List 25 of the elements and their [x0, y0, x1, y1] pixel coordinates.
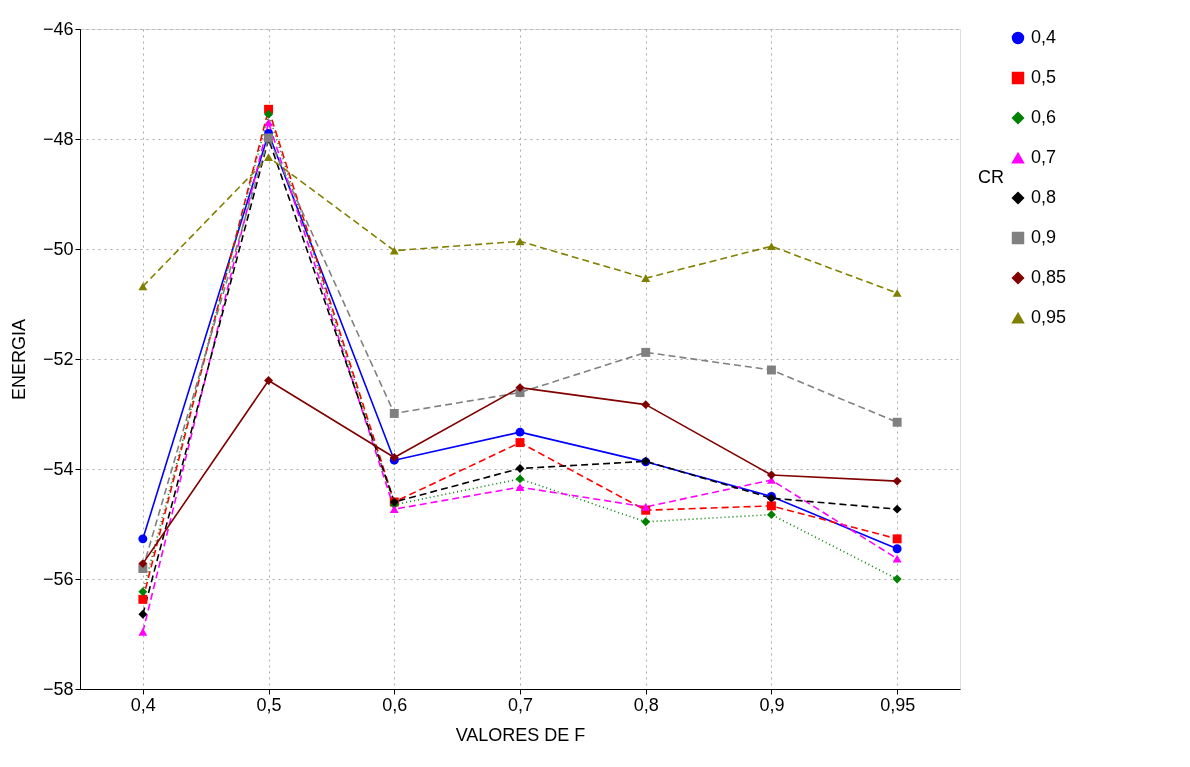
legend-title: CR	[978, 167, 1004, 187]
x-tick-label: 0,8	[633, 694, 659, 715]
x-tick-label: 0,9	[759, 694, 785, 715]
x-axis-title: VALORES DE F	[455, 724, 586, 745]
x-tick-label: 0,7	[507, 694, 534, 715]
legend-label: 0,85	[1031, 267, 1067, 287]
legend-label: 0,95	[1031, 307, 1067, 327]
legend-label: 0,7	[1031, 147, 1057, 167]
x-tick-label: 0,6	[382, 694, 408, 715]
y-tick-label: −48	[42, 128, 74, 149]
y-tick-label: −58	[42, 678, 74, 699]
legend-label: 0,4	[1031, 27, 1057, 47]
y-axis-title: ENERGIA	[8, 318, 29, 401]
y-tick-label: −46	[42, 18, 74, 39]
y-tick-label: −56	[42, 568, 74, 589]
x-tick-label: 0,5	[256, 694, 282, 715]
x-tick-label: 0,4	[130, 694, 156, 715]
legend-label: 0,9	[1031, 227, 1057, 247]
y-tick-label: −50	[42, 238, 74, 259]
y-tick-label: −52	[42, 348, 74, 369]
legend-label: 0,6	[1031, 107, 1057, 127]
legend-label: 0,8	[1031, 187, 1057, 207]
legend-label: 0,5	[1031, 67, 1057, 87]
y-tick-label: −54	[42, 458, 74, 479]
x-tick-label: 0,95	[880, 694, 916, 715]
